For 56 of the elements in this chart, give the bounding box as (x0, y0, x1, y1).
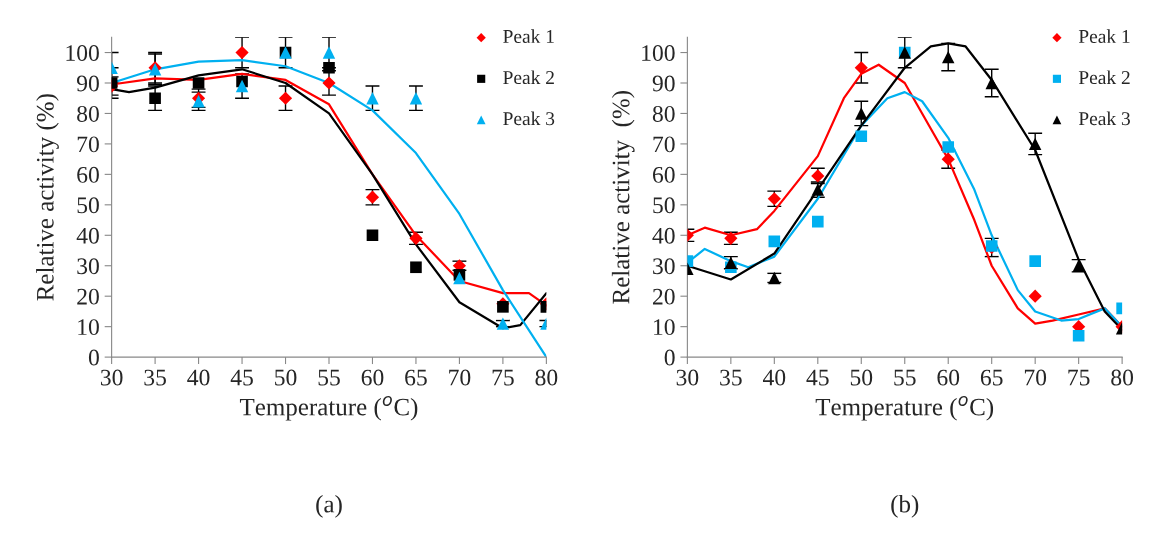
y-tick-label: 60 (77, 166, 99, 183)
y-tick-label: 50 (653, 197, 675, 214)
x-tick-label: 70 (1024, 369, 1047, 386)
legend-label: Peak 1 (503, 29, 554, 44)
y-tick-label: 100 (642, 45, 675, 61)
x-tick-label: 45 (230, 369, 253, 386)
y-tick-label: 50 (77, 197, 99, 214)
x-tick-label: 65 (405, 369, 427, 386)
y-tick-label: 90 (76, 75, 99, 92)
y-tick-label: 0 (664, 349, 675, 366)
text: (a) (316, 495, 342, 518)
y-tick-label: 40 (76, 227, 99, 244)
x-tick-label: 55 (318, 369, 340, 386)
x-tick-label: 60 (361, 369, 384, 386)
y-tick-label: 40 (652, 227, 675, 244)
legend-label: Peak 2 (1078, 70, 1130, 85)
x-tick-label: 55 (894, 369, 916, 386)
x-tick-label: 70 (449, 369, 471, 386)
y-tick-label: 100 (66, 45, 99, 61)
x-tick-label: 30 (100, 369, 123, 386)
y-tick-label: 0 (88, 349, 99, 366)
x-tick-label: 80 (535, 369, 558, 386)
legend-label: Peak 3 (503, 111, 555, 126)
y-tick-label: 80 (77, 105, 99, 122)
x-tick-label: 35 (720, 369, 742, 386)
legend-label: Peak 3 (1078, 111, 1130, 126)
x-tick-label: 50 (275, 369, 297, 386)
x-tick-label: 75 (492, 369, 514, 386)
y-tick-label: 90 (652, 75, 675, 92)
x-axis-title: Temperature ($^{o}$C) (815, 395, 994, 421)
y-tick-label: 20 (652, 288, 675, 305)
x-tick-label: 60 (937, 369, 960, 386)
y-tick-label: 80 (652, 105, 675, 122)
y-tick-label: 30 (77, 258, 99, 275)
y-tick-label: 70 (77, 136, 99, 153)
y-tick-label: 10 (78, 319, 99, 336)
x-tick-label: 50 (850, 369, 873, 386)
text: (b) (891, 495, 919, 518)
legend-label: Peak 1 (1078, 29, 1130, 44)
y-tick-label: 60 (652, 166, 675, 183)
x-tick-label: 40 (762, 369, 786, 386)
legend-label: Peak 2 (503, 70, 554, 85)
x-tick-label: 80 (1111, 369, 1134, 386)
x-tick-label: 30 (676, 369, 699, 386)
y-axis-title: Relative activity (%) (611, 91, 635, 304)
y-tick-label: 70 (653, 136, 675, 153)
x-tick-label: 65 (980, 369, 1003, 386)
y-tick-label: 10 (654, 319, 675, 336)
x-tick-label: 45 (806, 369, 829, 386)
y-axis-title: Relative activity (%) (36, 94, 59, 301)
x-axis-title: Temperature ($^{o}$C) (239, 395, 418, 421)
x-tick-label: 40 (187, 369, 210, 386)
y-tick-label: 30 (653, 258, 675, 275)
y-tick-label: 20 (77, 288, 99, 305)
x-tick-label: 75 (1068, 369, 1090, 386)
x-tick-label: 35 (144, 369, 166, 386)
